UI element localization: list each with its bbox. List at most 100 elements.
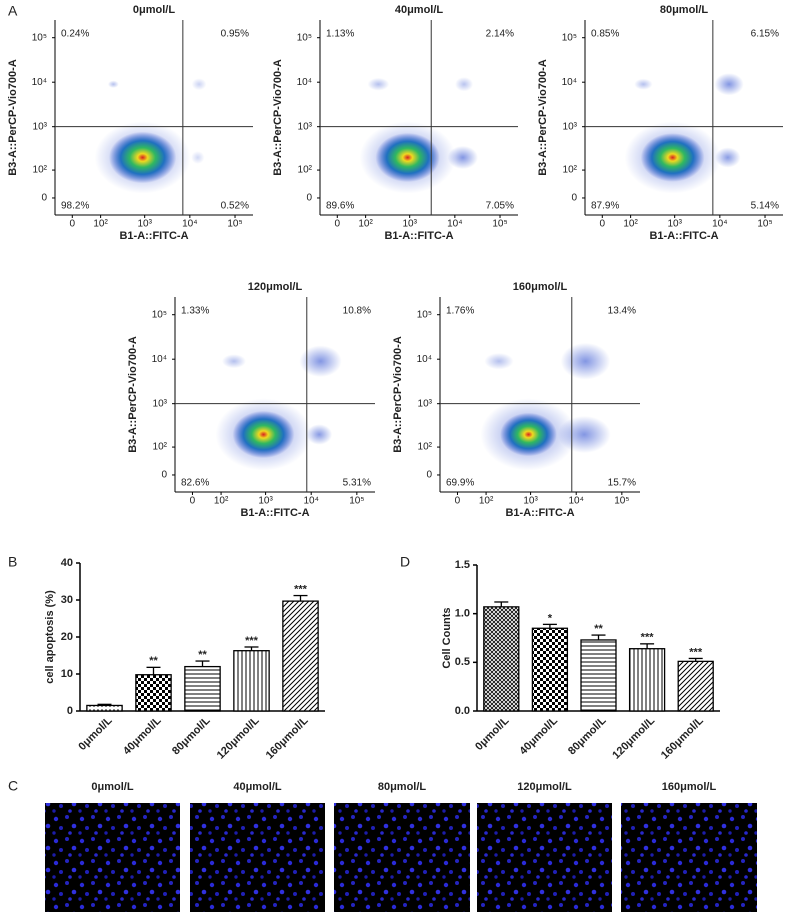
significance: ***	[294, 583, 308, 595]
x-axis-label: B1-A::FITC-A	[119, 230, 188, 242]
event-cluster	[500, 412, 557, 457]
y-tick-label: 10⁴	[297, 77, 312, 88]
quadrant-label: 1.76%	[446, 306, 474, 317]
event-cluster	[299, 345, 342, 378]
x-tick-label: 10⁵	[757, 219, 772, 230]
quadrant-label: 82.6%	[181, 478, 209, 489]
x-tick-label: 10²	[479, 496, 494, 507]
y-tick-label: 10³	[298, 121, 313, 132]
y-tick-label: 10²	[563, 165, 578, 176]
micrograph	[334, 803, 470, 912]
event-cluster	[232, 410, 295, 459]
quadrant-label: 69.9%	[446, 478, 474, 489]
y-tick-label: 10⁴	[562, 77, 577, 88]
event-cluster	[640, 133, 705, 182]
x-tick-label: 120μmol/L	[610, 714, 657, 761]
y-tick-label: 10⁵	[152, 309, 167, 320]
y-tick-label: 10²	[298, 165, 313, 176]
x-tick-label: 10⁵	[227, 219, 242, 230]
y-tick-label: 10²	[418, 442, 433, 453]
event-cluster	[714, 73, 744, 96]
x-tick-label: 10⁵	[614, 496, 629, 507]
y-tick-label: 20	[61, 631, 73, 643]
x-tick-label: 10⁵	[349, 496, 364, 507]
bar	[135, 674, 172, 712]
y-tick-label: 10²	[33, 165, 48, 176]
chart-title: 80μmol/L	[660, 4, 709, 16]
bar	[233, 650, 270, 712]
quadrant-label: 6.15%	[751, 29, 779, 40]
x-tick-label: 10⁴	[303, 496, 318, 507]
y-axis-label: B3-A::PerCP-Vio700-A	[7, 59, 19, 176]
y-tick-label: 10⁴	[32, 77, 47, 88]
event-cluster	[715, 147, 741, 168]
image-title: 80μmol/L	[378, 781, 427, 793]
y-axis-label: cell apoptosis (%)	[44, 590, 56, 684]
event-cluster	[484, 352, 514, 370]
panel-label: D	[400, 554, 410, 570]
x-tick-label: 10⁴	[182, 219, 197, 230]
event-cluster	[375, 132, 440, 183]
y-tick-label: 10²	[153, 442, 168, 453]
y-tick-label: 10⁵	[32, 32, 47, 43]
quadrant-label: 87.9%	[591, 201, 619, 212]
y-tick-label: 10⁴	[152, 354, 167, 365]
significance: **	[594, 623, 603, 635]
x-tick-label: 0	[455, 496, 461, 507]
image-title: 40μmol/L	[233, 781, 282, 793]
event-cluster	[557, 415, 611, 454]
x-tick-label: 10⁴	[447, 219, 462, 230]
x-tick-label: 0	[70, 219, 76, 230]
x-tick-label: 10³	[523, 496, 538, 507]
quadrant-label: 0.24%	[61, 29, 89, 40]
image-title: 0μmol/L	[91, 781, 133, 793]
image-title: 160μmol/L	[662, 781, 717, 793]
event-cluster	[634, 78, 653, 90]
event-cluster	[108, 131, 177, 184]
x-tick-label: 10³	[137, 219, 152, 230]
panel-label: B	[8, 554, 17, 570]
x-tick-label: 0	[335, 219, 341, 230]
quadrant-label: 0.95%	[221, 29, 249, 40]
y-tick-label: 10⁵	[297, 32, 312, 43]
event-cluster	[107, 80, 119, 88]
bar	[580, 639, 617, 712]
y-tick-label: 0	[306, 193, 312, 204]
x-tick-label: 10²	[623, 219, 638, 230]
image-title: 120μmol/L	[517, 781, 572, 793]
y-tick-label: 30	[61, 594, 73, 606]
quadrant-label: 0.52%	[221, 201, 249, 212]
x-tick-label: 40μmol/L	[517, 714, 560, 757]
micrograph	[621, 803, 757, 912]
y-tick-label: 1.5	[455, 559, 470, 571]
significance: ***	[245, 635, 259, 647]
y-tick-label: 10	[61, 668, 73, 680]
significance: **	[149, 655, 158, 667]
y-axis-label: B3-A::PerCP-Vio700-A	[272, 59, 284, 176]
bar	[677, 660, 714, 712]
x-tick-label: 40μmol/L	[121, 714, 164, 757]
bar	[184, 665, 221, 712]
bar	[86, 704, 123, 712]
panel-label: C	[8, 778, 18, 794]
quadrant-label: 7.05%	[486, 201, 514, 212]
micrograph	[477, 803, 612, 912]
event-cluster	[191, 78, 207, 91]
y-tick-label: 10³	[153, 398, 168, 409]
y-axis-label: B3-A::PerCP-Vio700-A	[392, 336, 404, 453]
x-tick-label: 0	[600, 219, 606, 230]
x-tick-label: 10⁴	[568, 496, 583, 507]
x-axis-label: B1-A::FITC-A	[240, 507, 309, 519]
chart-title: 0μmol/L	[133, 4, 175, 16]
quadrant-label: 1.33%	[181, 306, 209, 317]
y-tick-label: 10⁴	[417, 354, 432, 365]
event-cluster	[560, 342, 611, 380]
quadrant-label: 5.31%	[343, 478, 371, 489]
significance: ***	[641, 632, 655, 644]
quadrant-label: 2.14%	[486, 29, 514, 40]
x-axis-label: B1-A::FITC-A	[384, 230, 453, 242]
micrograph	[45, 803, 180, 912]
panel-label: A	[8, 3, 18, 19]
x-tick-label: 10³	[667, 219, 682, 230]
